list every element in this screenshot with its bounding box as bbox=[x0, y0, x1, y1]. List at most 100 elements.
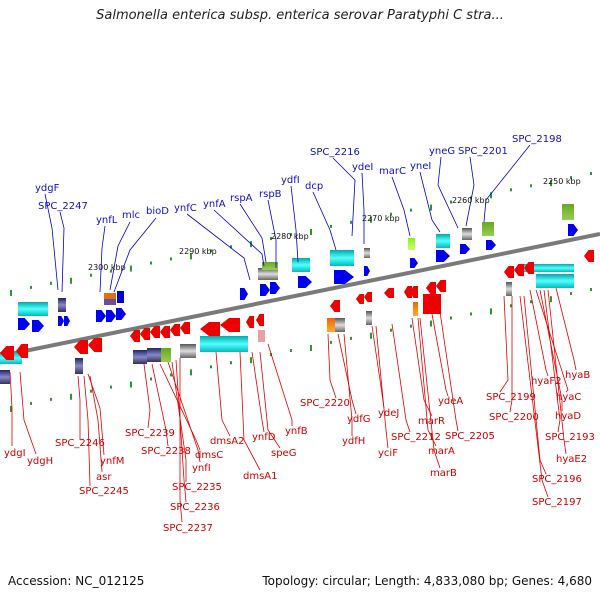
gene-label: asr bbox=[96, 472, 112, 483]
gene-label: hyaB bbox=[565, 370, 590, 381]
feature-block bbox=[518, 264, 574, 272]
green-tick bbox=[490, 308, 492, 315]
leader-line bbox=[89, 375, 103, 473]
gene-label: ydeJ bbox=[378, 408, 399, 419]
leader-line bbox=[332, 157, 356, 237]
green-tick bbox=[170, 373, 172, 377]
gene-label: yciF bbox=[378, 448, 398, 459]
green-tick bbox=[490, 192, 492, 199]
leader-line bbox=[371, 325, 385, 409]
leader-line bbox=[259, 351, 281, 449]
gene-label: dmsA2 bbox=[210, 436, 245, 447]
leader-line bbox=[19, 371, 37, 455]
reverse-gene-arrow bbox=[330, 300, 340, 312]
reverse-gene-arrow bbox=[160, 326, 170, 338]
reverse-gene-arrow bbox=[426, 282, 436, 294]
green-tick bbox=[410, 324, 412, 328]
green-tick bbox=[230, 361, 232, 365]
forward-gene-arrow bbox=[436, 250, 450, 262]
green-tick bbox=[390, 328, 392, 332]
reverse-gene-arrow bbox=[0, 346, 14, 360]
reverse-gene-arrow bbox=[130, 330, 140, 342]
leader-line bbox=[251, 351, 265, 433]
leader-line bbox=[547, 289, 567, 455]
green-tick bbox=[310, 228, 312, 235]
leader-line bbox=[239, 351, 261, 471]
forward-gene-labels: ydgF SPC_2247 ynfL mlc bioD ynfC ynfA rs… bbox=[35, 134, 562, 226]
leader-line bbox=[391, 176, 411, 237]
gene-label: SPC_2197 bbox=[532, 497, 582, 508]
gene-label: marA bbox=[428, 446, 455, 457]
leader-line bbox=[519, 295, 549, 498]
gene-label: ynfL bbox=[96, 215, 118, 226]
forward-gene-arrow bbox=[410, 258, 418, 268]
gene-label: ydfH bbox=[342, 436, 365, 447]
gene-label: SPC_2199 bbox=[486, 392, 536, 403]
feature-block bbox=[536, 274, 574, 288]
gene-label: SPC_2239 bbox=[125, 428, 175, 439]
gene-label: SPC_2201 bbox=[458, 146, 508, 157]
map-title: Salmonella enterica subsp. enterica sero… bbox=[96, 8, 504, 23]
gene-label: ynfD bbox=[252, 432, 276, 443]
leader-line bbox=[483, 144, 531, 223]
forward-gene-arrow bbox=[64, 316, 70, 326]
green-tick bbox=[330, 340, 332, 344]
feature-block bbox=[58, 298, 66, 312]
forward-gene-arrow bbox=[364, 266, 370, 276]
leader-line bbox=[109, 221, 131, 291]
gene-label: SPC_2193 bbox=[545, 432, 595, 443]
scale-tick: 2290 kbp bbox=[179, 247, 217, 256]
green-tick bbox=[150, 377, 152, 381]
gene-label: speG bbox=[271, 448, 296, 459]
green-tick bbox=[130, 265, 132, 272]
leader-line bbox=[239, 203, 267, 263]
green-tick bbox=[190, 369, 192, 376]
green-tick bbox=[110, 269, 112, 273]
gene-label: ydgI bbox=[4, 448, 26, 459]
forward-gene-arrow bbox=[240, 288, 248, 300]
leader-line bbox=[437, 156, 459, 229]
feature-block bbox=[462, 228, 472, 240]
reverse-gene-arrow bbox=[524, 262, 534, 274]
gene-label: SPC_2236 bbox=[170, 502, 220, 513]
feature-block bbox=[364, 248, 370, 258]
reverse-gene-arrow bbox=[364, 292, 372, 302]
reverse-gene-arrow bbox=[170, 324, 180, 336]
leader-line bbox=[327, 333, 337, 399]
genome-backbone bbox=[0, 232, 600, 358]
leader-line bbox=[267, 343, 293, 426]
gene-label: bioD bbox=[146, 206, 169, 217]
gene-label: SPC_2200 bbox=[489, 412, 539, 423]
leader-line bbox=[337, 333, 357, 415]
leader-line bbox=[99, 225, 106, 293]
reverse-gene-arrow bbox=[256, 314, 264, 326]
gene-label: dmsA1 bbox=[243, 471, 278, 482]
green-tick bbox=[390, 212, 392, 216]
green-tick bbox=[90, 389, 92, 393]
reverse-gene-arrow bbox=[200, 322, 220, 336]
feature-block bbox=[117, 291, 124, 303]
green-tick bbox=[590, 172, 592, 176]
forward-gene-arrow bbox=[460, 244, 470, 254]
gene-label: ydgH bbox=[27, 456, 53, 467]
green-tick bbox=[290, 233, 292, 237]
gene-label: marB bbox=[430, 468, 457, 479]
green-tick bbox=[50, 397, 52, 401]
forward-gene-arrow bbox=[96, 310, 106, 322]
green-tick bbox=[130, 381, 132, 388]
green-tick bbox=[510, 188, 512, 192]
reverse-gene-arrow bbox=[140, 328, 150, 340]
green-tick bbox=[410, 208, 412, 212]
forward-gene-arrow bbox=[260, 284, 270, 296]
forward-gene-arrow bbox=[106, 310, 116, 322]
feature-block bbox=[180, 344, 196, 358]
forward-gene-arrow bbox=[116, 308, 126, 320]
green-tick bbox=[570, 292, 572, 296]
feature-block bbox=[413, 302, 418, 316]
leader-line bbox=[290, 185, 299, 263]
green-tick bbox=[190, 253, 192, 260]
genome-summary-text: Topology: circular; Length: 4,833,080 bp… bbox=[262, 574, 592, 588]
feature-block bbox=[18, 302, 48, 316]
leader-line bbox=[59, 211, 65, 293]
leader-line bbox=[391, 323, 411, 433]
